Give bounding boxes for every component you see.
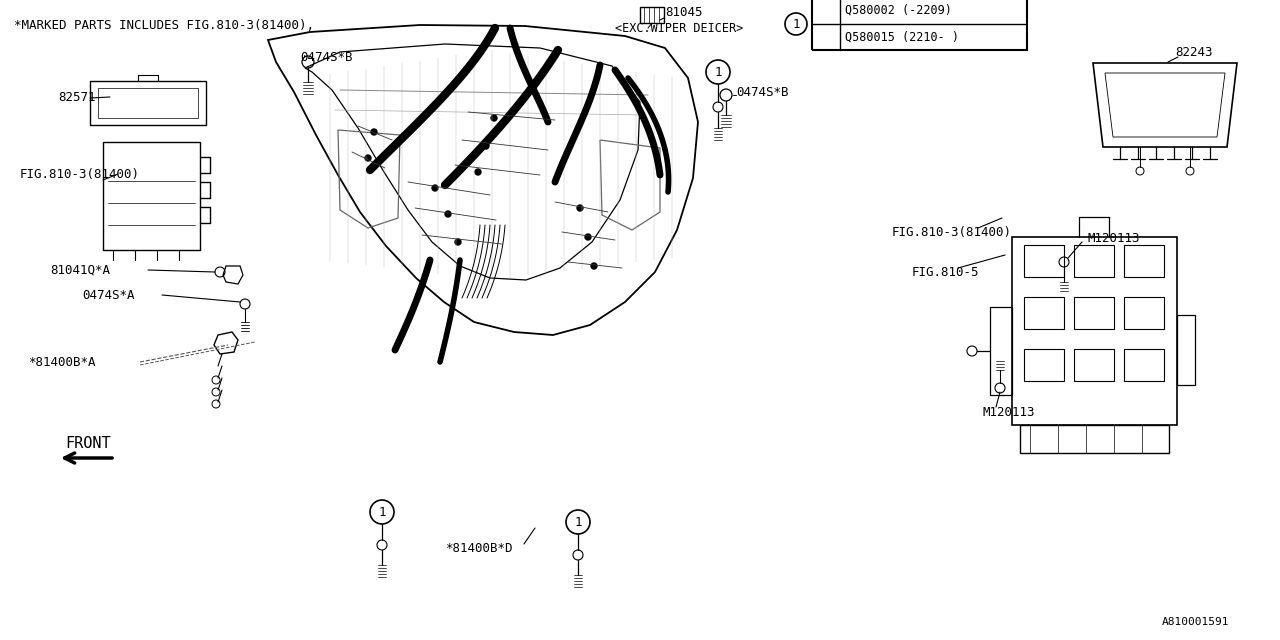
Bar [1124,349,1164,381]
Circle shape [483,143,489,149]
Bar [1074,245,1114,277]
Text: 82243: 82243 [1175,45,1212,58]
Bar [989,307,1012,395]
Text: 1: 1 [792,17,800,31]
Circle shape [492,115,497,121]
Bar [1178,315,1196,385]
Text: *81400B*D: *81400B*D [445,541,512,554]
Bar [1020,425,1169,453]
Text: 0474S*B: 0474S*B [736,86,788,99]
Bar [1024,297,1064,329]
Bar [1074,297,1114,329]
Text: FIG.810-5: FIG.810-5 [913,266,979,278]
Circle shape [445,211,451,217]
Text: 1: 1 [714,65,722,79]
Text: Q580002 (-2209): Q580002 (-2209) [845,3,952,17]
Text: 81045: 81045 [666,6,703,19]
Text: FIG.810-3(81400): FIG.810-3(81400) [892,225,1012,239]
Circle shape [433,185,438,191]
Text: <EXC.WIPER DEICER>: <EXC.WIPER DEICER> [614,22,744,35]
Text: 82571: 82571 [58,90,96,104]
Text: *MARKED PARTS INCLUDES FIG.810-3(81400),: *MARKED PARTS INCLUDES FIG.810-3(81400), [14,19,314,31]
Circle shape [585,234,591,240]
Circle shape [475,169,481,175]
Circle shape [454,239,461,245]
Text: M120113: M120113 [1088,232,1140,244]
Text: M120113: M120113 [982,406,1034,419]
Bar [1012,237,1178,425]
Text: 1: 1 [575,515,581,529]
Bar [812,0,1027,50]
Text: A810001591: A810001591 [1162,617,1230,627]
Circle shape [371,129,378,135]
Text: *81400B*A: *81400B*A [28,355,96,369]
Text: FIG.810-3(81400): FIG.810-3(81400) [20,168,140,180]
Bar [1124,297,1164,329]
Text: 0474S*B: 0474S*B [300,51,352,63]
Text: FRONT: FRONT [65,436,110,451]
Circle shape [591,263,596,269]
Text: 1: 1 [379,506,385,518]
Text: 0474S*A: 0474S*A [82,289,134,301]
Bar [1024,245,1064,277]
Text: 81041Q*A: 81041Q*A [50,264,110,276]
Bar [1024,349,1064,381]
Text: Q580015 (2210- ): Q580015 (2210- ) [845,31,959,44]
Circle shape [577,205,582,211]
Bar [1124,245,1164,277]
Circle shape [365,155,371,161]
Bar [1074,349,1114,381]
